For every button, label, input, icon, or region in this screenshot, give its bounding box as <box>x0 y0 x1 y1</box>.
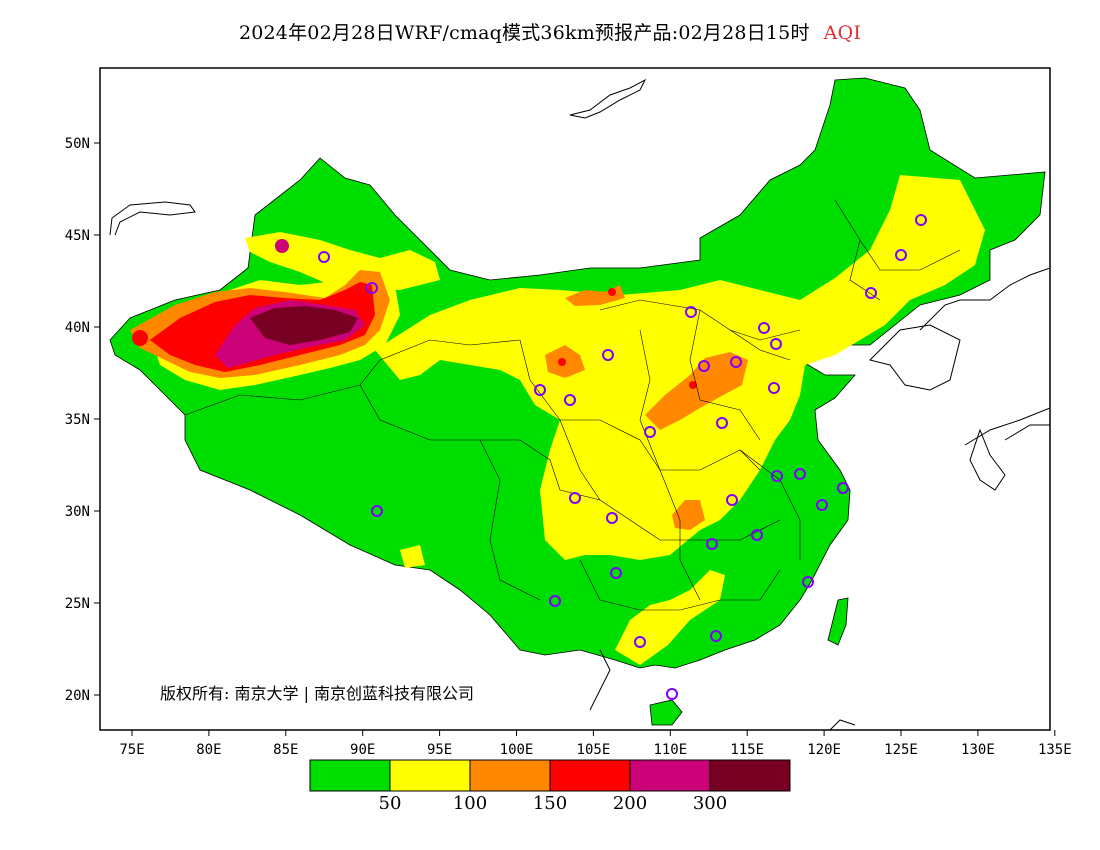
x-tick-label: 110E <box>653 742 687 758</box>
x-tick-label: 120E <box>807 742 841 758</box>
x-tick-label: 130E <box>961 742 995 758</box>
region-yellow-tibet-spot <box>400 545 425 568</box>
legend-label: 150 <box>532 793 568 814</box>
region-red-spot-3 <box>689 381 697 389</box>
legend-label: 300 <box>692 793 728 814</box>
x-tick-label: 75E <box>119 742 144 758</box>
legend-swatch <box>549 759 631 792</box>
x-axis: 75E 80E 85E 90E 95E 100E 105E 110E 115E 120E 125E 1… <box>119 730 1072 758</box>
y-tick-label: 45N <box>65 228 90 244</box>
legend-swatch <box>709 759 791 792</box>
y-tick-label: 40N <box>65 320 90 336</box>
region-purple-spot <box>275 239 289 253</box>
title-product: AQI <box>823 22 862 44</box>
province-boundaries <box>184 199 961 611</box>
x-tick-label: 135E <box>1038 742 1072 758</box>
map-content <box>109 77 1050 730</box>
y-tick-label: 30N <box>65 504 90 520</box>
legend-label: 50 <box>378 793 402 814</box>
legend-swatch <box>469 759 551 792</box>
region-yellow-xj-north <box>245 232 440 290</box>
region-maroon-xj <box>250 306 358 345</box>
y-tick-label: 50N <box>65 136 90 152</box>
x-tick-label: 90E <box>350 742 375 758</box>
x-tick-label: 80E <box>196 742 221 758</box>
region-red-spot-4 <box>558 358 566 366</box>
region-yellow-north <box>375 175 985 560</box>
legend-swatch <box>629 759 711 792</box>
station-markers <box>318 214 927 700</box>
hainan-island <box>649 699 683 726</box>
x-tick-label: 95E <box>427 742 452 758</box>
copyright-text: 版权所有: 南京大学 | 南京创蓝科技有限公司 <box>160 684 475 703</box>
y-tick-label: 35N <box>65 412 90 428</box>
title-main: 2024年02月28日WRF/cmaq模式36km预报产品:02月28日15时 <box>238 22 810 44</box>
map-title: 2024年02月28日WRF/cmaq模式36km预报产品:02月28日15时 A… <box>0 18 1100 45</box>
region-red-spot-2 <box>608 288 616 296</box>
y-tick-label: 25N <box>65 596 90 612</box>
x-tick-label: 85E <box>273 742 298 758</box>
legend-label: 100 <box>452 793 488 814</box>
legend-label: 200 <box>612 793 648 814</box>
neighbor-coastlines <box>109 78 1050 730</box>
region-red-spot-1 <box>132 330 148 346</box>
y-tick-label: 20N <box>65 688 90 704</box>
x-tick-label: 125E <box>884 742 918 758</box>
map-frame <box>99 67 1051 731</box>
x-tick-label: 115E <box>730 742 764 758</box>
taiwan-island <box>827 597 849 646</box>
region-orange-central <box>645 352 748 430</box>
legend-swatch <box>389 759 471 792</box>
x-tick-label: 100E <box>500 742 534 758</box>
legend-swatch <box>309 759 391 792</box>
y-axis: 50N 45N 40N 35N 30N 25N 20N <box>65 136 100 704</box>
region-yellow-south <box>615 570 725 665</box>
x-tick-label: 105E <box>577 742 611 758</box>
